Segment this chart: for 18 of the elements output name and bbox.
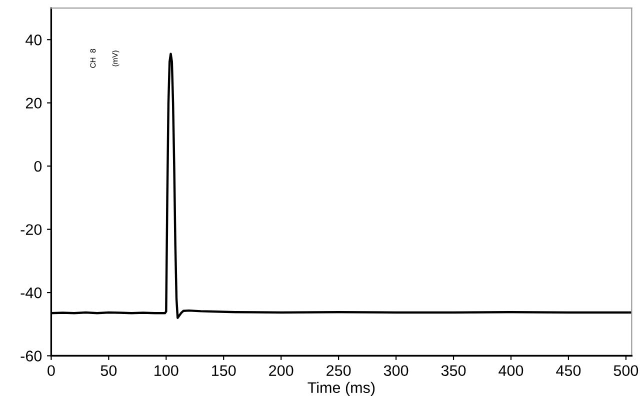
x-tick-label: 50 xyxy=(100,365,117,376)
x-tick-label: 150 xyxy=(212,365,236,376)
y-tick-label: 40 xyxy=(26,34,42,46)
y-tick-label: -40 xyxy=(20,287,42,298)
x-tick-label: 500 xyxy=(614,365,638,376)
y-tick-label: 20 xyxy=(26,98,42,109)
y-tick-label: -60 xyxy=(20,350,42,362)
y-tick-label: -20 xyxy=(20,224,42,236)
x-tick-label: 350 xyxy=(441,365,466,376)
x-tick-label: 0 xyxy=(48,365,55,376)
x-tick-label: 200 xyxy=(269,365,294,376)
x-tick-label: 450 xyxy=(556,365,581,376)
x-tick-label: 400 xyxy=(498,365,524,376)
x-axis-title: Time (ms) xyxy=(308,382,375,396)
x-tick-label: 250 xyxy=(326,365,351,376)
x-tick-label: 100 xyxy=(154,365,178,376)
x-tick-label: 300 xyxy=(384,365,408,376)
y-tick-label: 0 xyxy=(34,160,42,172)
